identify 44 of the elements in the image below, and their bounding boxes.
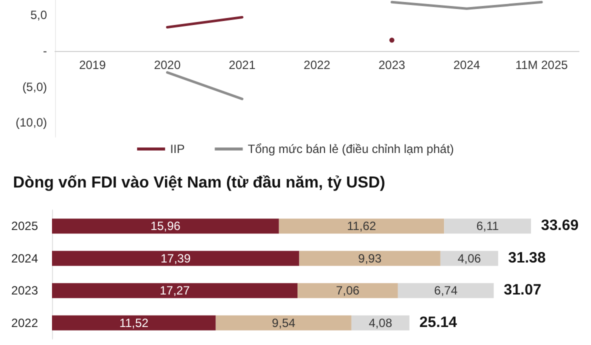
chart-title: Dòng vốn FDI vào Việt Nam (từ đầu năm, tỷ USD) — [13, 174, 386, 192]
data-label: 9,93 — [358, 251, 382, 266]
bar — [398, 283, 494, 298]
total-label: 31.38 — [508, 249, 546, 266]
x-tick-label: 2020 — [154, 58, 181, 72]
bar — [52, 283, 298, 298]
total-label: 33.69 — [541, 217, 579, 234]
data-label: 17,27 — [160, 284, 190, 298]
bar — [52, 315, 216, 330]
bar — [299, 250, 440, 266]
y-tick-label: 2025 — [11, 219, 38, 234]
data-label: 6,74 — [434, 284, 458, 298]
y-tick-label: - — [43, 44, 47, 58]
x-tick-label: 2024 — [453, 58, 480, 72]
y-tick-label: 5,0 — [30, 8, 48, 22]
bar — [216, 315, 352, 330]
data-label: 11,62 — [346, 219, 376, 234]
legend-label: IIP — [170, 142, 185, 156]
total-label: 25.14 — [419, 314, 458, 331]
data-label: 11,52 — [119, 316, 149, 330]
data-label: 9,54 — [272, 316, 296, 330]
data-label: 17,39 — [160, 251, 191, 266]
y-tick-label: (10,0) — [16, 116, 47, 130]
data-label: 7,06 — [336, 284, 360, 298]
x-tick-label: 2022 — [304, 58, 331, 72]
bar — [52, 218, 279, 234]
y-tick-label: 2024 — [11, 251, 38, 266]
data-label: 4,08 — [368, 316, 392, 330]
y-tick-label: (5,0) — [22, 80, 47, 94]
bar — [444, 218, 531, 234]
bar — [298, 283, 398, 298]
bar — [52, 250, 300, 266]
x-tick-label: 2019 — [79, 58, 106, 72]
y-tick-label: 2023 — [11, 284, 38, 298]
data-label: 6,11 — [476, 219, 500, 234]
x-tick-label: 2023 — [378, 58, 406, 72]
bar — [278, 218, 444, 234]
x-tick-label: 11M 2025 — [515, 58, 568, 72]
data-label: 15,96 — [150, 219, 181, 234]
legend-label: Tổng mức bán lẻ (điều chỉnh lạm phát) — [248, 142, 454, 156]
x-tick-label: 2021 — [228, 58, 256, 72]
y-tick-label: 2022 — [11, 316, 38, 330]
data-label: 4,06 — [458, 251, 482, 266]
total-label: 31.07 — [504, 282, 542, 299]
